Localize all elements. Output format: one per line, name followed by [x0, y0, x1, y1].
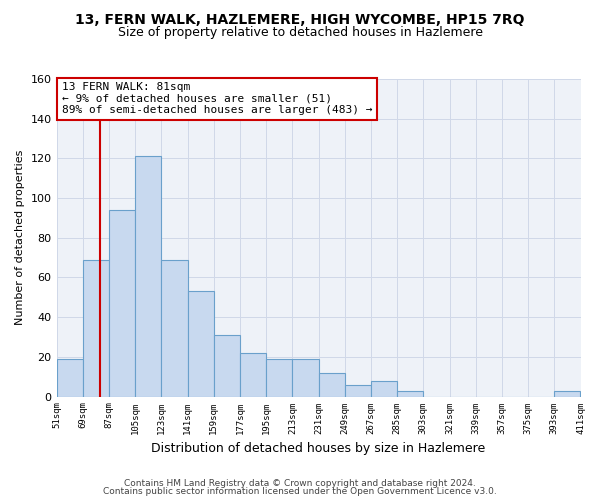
- X-axis label: Distribution of detached houses by size in Hazlemere: Distribution of detached houses by size …: [151, 442, 485, 455]
- Bar: [554, 390, 580, 396]
- Bar: [371, 380, 397, 396]
- Text: 13 FERN WALK: 81sqm
← 9% of detached houses are smaller (51)
89% of semi-detache: 13 FERN WALK: 81sqm ← 9% of detached hou…: [62, 82, 372, 116]
- Text: Contains HM Land Registry data © Crown copyright and database right 2024.: Contains HM Land Registry data © Crown c…: [124, 478, 476, 488]
- Bar: [161, 260, 188, 396]
- Y-axis label: Number of detached properties: Number of detached properties: [15, 150, 25, 326]
- Bar: [135, 156, 161, 396]
- Bar: [109, 210, 135, 396]
- Bar: [83, 260, 109, 396]
- Bar: [214, 335, 240, 396]
- Bar: [397, 390, 424, 396]
- Bar: [240, 353, 266, 397]
- Bar: [292, 359, 319, 397]
- Bar: [319, 372, 345, 396]
- Bar: [266, 359, 292, 397]
- Text: Size of property relative to detached houses in Hazlemere: Size of property relative to detached ho…: [118, 26, 482, 39]
- Bar: [188, 292, 214, 397]
- Bar: [56, 359, 83, 397]
- Text: 13, FERN WALK, HAZLEMERE, HIGH WYCOMBE, HP15 7RQ: 13, FERN WALK, HAZLEMERE, HIGH WYCOMBE, …: [75, 12, 525, 26]
- Text: Contains public sector information licensed under the Open Government Licence v3: Contains public sector information licen…: [103, 487, 497, 496]
- Bar: [345, 384, 371, 396]
